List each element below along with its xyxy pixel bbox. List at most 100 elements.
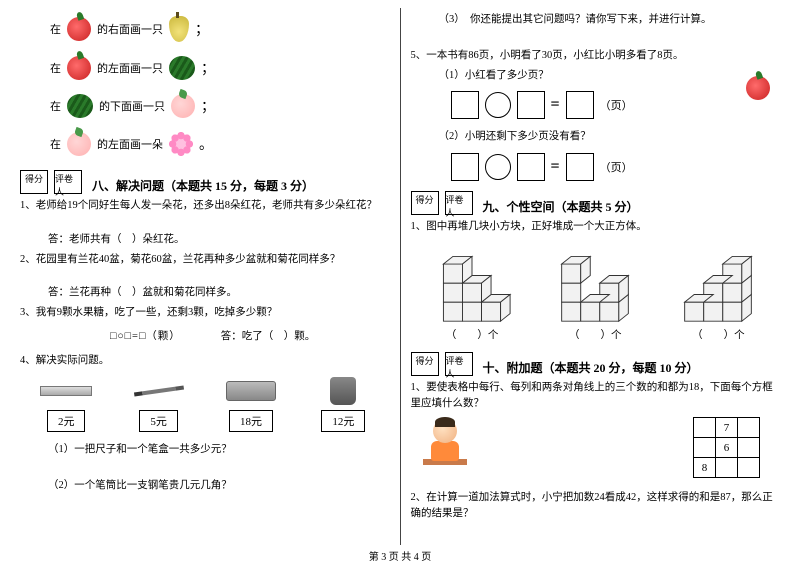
cell[interactable] — [694, 438, 716, 458]
score-row: 得分 评卷人 十、附加题（本题共 20 分，每题 10 分） — [411, 352, 781, 376]
cubes-row: （ ）个 （ ）个 — [411, 245, 781, 342]
equals: = — [551, 158, 560, 176]
score-row: 得分 评卷人 八、解决问题（本题共 15 分，每题 3 分） — [20, 170, 390, 194]
cell[interactable] — [716, 458, 738, 478]
cell[interactable] — [738, 438, 760, 458]
blank-square[interactable] — [451, 153, 479, 181]
left-column: 在 的右面画一只 ； 在 的左面画一只 ； 在 的下面画一只 ； 在 的左面画一… — [20, 8, 400, 545]
section-9-title: 九、个性空间（本题共 5 分） — [483, 198, 639, 215]
q10-1: 1、要使表格中每行、每列和两条对角线上的三个数的和都为18，下面每个方框里应填什… — [411, 380, 781, 412]
unit: （页） — [600, 97, 633, 113]
q4-3: （3） 你还能提出其它问题吗？请你写下来，并进行计算。 — [439, 12, 781, 28]
cube-svg — [547, 245, 643, 325]
blank-circle[interactable] — [485, 154, 511, 180]
price: 2元 — [47, 410, 86, 432]
apple-icon — [67, 17, 91, 41]
unit: （页） — [600, 159, 633, 175]
q4-1: （1）一把尺子和一个笔盒一共多少元？ — [48, 442, 390, 458]
cell[interactable]: 8 — [694, 458, 716, 478]
grader-box: 评卷人 — [54, 170, 82, 194]
fruit-row-1: 在 的右面画一只 ； — [50, 16, 390, 42]
equals: = — [551, 96, 560, 114]
shop-row: 2元 5元 18元 12元 — [20, 376, 390, 432]
cube-figure-2: （ ）个 — [547, 245, 643, 342]
score-box: 得分 — [411, 352, 439, 376]
peach-icon — [67, 132, 91, 156]
page-footer: 第 3 页 共 4 页 — [0, 545, 800, 563]
pear-icon — [169, 16, 189, 42]
shop-pencilbox: 18元 — [223, 376, 279, 432]
cell[interactable] — [738, 418, 760, 438]
price: 12元 — [321, 410, 365, 432]
fruit-row-3: 在 的下面画一只 ； — [50, 94, 390, 118]
blank-square[interactable] — [566, 91, 594, 119]
cup-icon — [330, 377, 356, 405]
cube-svg — [424, 245, 520, 325]
blank-circle[interactable] — [485, 92, 511, 118]
shop-ruler: 2元 — [38, 376, 94, 432]
a3-answer: 答：吃了（ ）颗。 — [221, 329, 316, 345]
grader-box: 评卷人 — [445, 191, 473, 215]
right-column: （3） 你还能提出其它问题吗？请你写下来，并进行计算。 5、一本书有86页，小明… — [400, 8, 781, 545]
blank-square[interactable] — [566, 153, 594, 181]
section-10-title: 十、附加题（本题共 20 分，每题 10 分） — [483, 359, 699, 376]
price: 18元 — [229, 410, 273, 432]
a2: 答：兰花再种（ ）盆就和菊花同样多。 — [48, 285, 390, 301]
cube-label: （ ）个 — [670, 327, 766, 342]
grader-box: 评卷人 — [445, 352, 473, 376]
text: 的右面画一只 — [97, 21, 163, 37]
q9-1: 1、图中再堆几块小方块，正好堆成一个大正方体。 — [411, 219, 781, 235]
q4: 4、解决实际问题。 — [20, 353, 390, 369]
fruit-row-2: 在 的左面画一只 ； — [50, 56, 390, 80]
cell[interactable]: 7 — [716, 418, 738, 438]
q1: 1、老师给19个同好生每人发一朵花，还多出8朵红花，老师共有多少朵红花？ — [20, 198, 390, 214]
equation-row-2: = （页） — [451, 153, 781, 181]
magic-square: 7 6 8 — [693, 417, 760, 478]
text: 在 — [50, 60, 61, 76]
cube-figure-1: （ ）个 — [424, 245, 520, 342]
cube-svg — [670, 245, 766, 325]
score-box: 得分 — [411, 191, 439, 215]
text: 的左面画一只 — [97, 60, 163, 76]
q3: 3、我有9颗水果糖，吃了一些，还剩3颗，吃掉多少颗？ — [20, 305, 390, 321]
apple-icon — [746, 76, 770, 100]
score-row: 得分 评卷人 九、个性空间（本题共 5 分） — [411, 191, 781, 215]
ruler-icon — [40, 386, 92, 396]
apple-icon — [67, 56, 91, 80]
cube-figure-3: （ ）个 — [670, 245, 766, 342]
watermelon-icon — [67, 94, 93, 118]
a3-boxes: □○□=□（颗） — [110, 329, 181, 345]
text: 。 — [199, 134, 213, 154]
fruit-row-4: 在 的左面画一朵 。 — [50, 132, 390, 156]
blank-square[interactable] — [517, 153, 545, 181]
pencilbox-icon — [226, 381, 276, 401]
cube-label: （ ）个 — [547, 327, 643, 342]
a1: 答：老师共有（ ）朵红花。 — [48, 232, 390, 248]
price: 5元 — [139, 410, 178, 432]
text: 在 — [50, 98, 61, 114]
cell[interactable] — [738, 458, 760, 478]
text: 的左面画一朵 — [97, 136, 163, 152]
blank-square[interactable] — [451, 91, 479, 119]
score-box: 得分 — [20, 170, 48, 194]
q4-2: （2）一个笔筒比一支钢笔贵几元几角？ — [48, 478, 390, 494]
q5-1: （1）小红看了多少页？ — [439, 68, 781, 84]
cell[interactable] — [694, 418, 716, 438]
watermelon-icon — [169, 56, 195, 80]
kid-icon — [421, 417, 469, 465]
pen-icon — [134, 386, 184, 397]
text: ； — [201, 58, 215, 78]
shop-pen: 5元 — [131, 376, 187, 432]
equation-row-1: = （页） — [451, 91, 781, 119]
q5-2: （2）小明还剩下多少页没有看？ — [439, 129, 781, 145]
cell[interactable]: 6 — [716, 438, 738, 458]
section-8-title: 八、解决问题（本题共 15 分，每题 3 分） — [92, 177, 314, 194]
q5: 5、一本书有86页，小明看了30页，小红比小明多看了8页。 — [411, 48, 781, 64]
cube-label: （ ）个 — [424, 327, 520, 342]
magic-square-row: 7 6 8 — [421, 417, 781, 478]
text: 的下面画一只 — [99, 98, 165, 114]
text: ； — [201, 96, 215, 116]
blank-square[interactable] — [517, 91, 545, 119]
flower-icon — [169, 132, 193, 156]
text: 在 — [50, 136, 61, 152]
